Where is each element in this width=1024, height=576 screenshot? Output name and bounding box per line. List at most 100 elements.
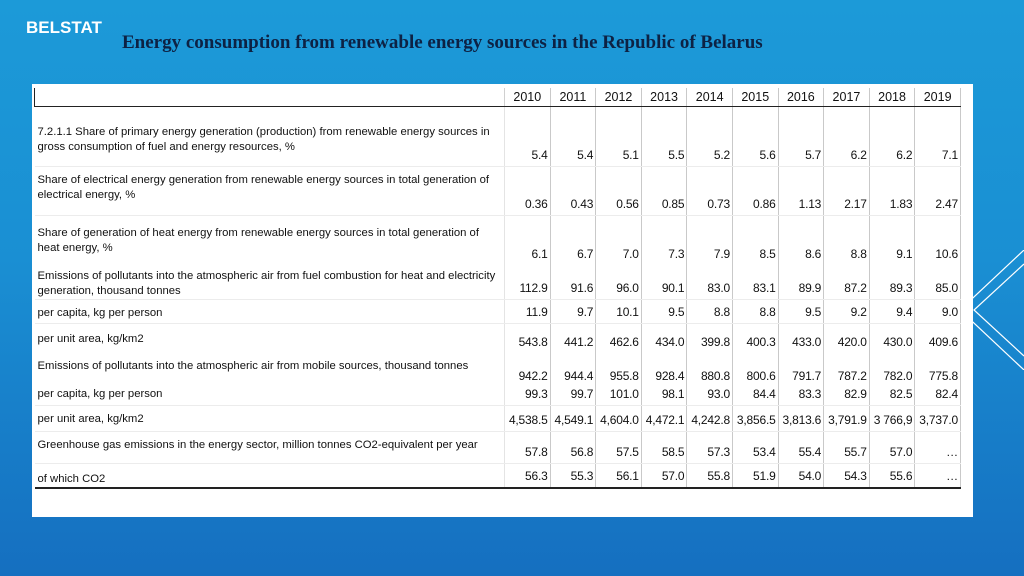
value-cell: 56.1 (595, 463, 642, 489)
value-cell: 57.5 (595, 431, 642, 464)
value-cell: 955.8 (595, 353, 642, 387)
value-cell: 84.4 (732, 387, 779, 406)
table-row: per unit area, kg/km2 543.8 441.2 462.6 434.… (34, 323, 961, 353)
value-cell: 7.3 (641, 215, 688, 265)
year-header: 2015 (732, 88, 779, 107)
value-cell: 82.5 (869, 387, 916, 406)
table-row: Share of electrical energy generation fr… (34, 166, 961, 216)
table-row: per capita, kg per person 11.9 9.7 10.1 9.5 8… (34, 299, 961, 324)
value-cell: 99.7 (550, 387, 597, 406)
value-cell: 4,538.5 (504, 405, 551, 432)
value-cell: 928.4 (641, 353, 688, 387)
indicator-label: per capita, kg per person (34, 387, 505, 406)
value-cell: … (914, 431, 961, 464)
value-cell: 942.2 (504, 353, 551, 387)
table-row: per capita, kg per person 99.3 99.7 101.0 98… (34, 387, 961, 406)
value-cell: 98.1 (641, 387, 688, 406)
table-row: Greenhouse gas emissions in the energy s… (34, 431, 961, 464)
value-cell: 4,242.8 (686, 405, 733, 432)
value-cell: 57.0 (869, 431, 916, 464)
value-cell: 0.36 (504, 166, 551, 216)
value-cell: 8.8 (686, 299, 733, 324)
value-cell: 83.3 (778, 387, 825, 406)
value-cell: 83.0 (686, 264, 733, 300)
renewable-energy-table: 2010 2011 2012 2013 2014 2015 2016 2017 … (34, 88, 961, 489)
value-cell: 1.13 (778, 166, 825, 216)
value-cell: 787.2 (823, 353, 870, 387)
value-cell: 0.56 (595, 166, 642, 216)
value-cell: 6.1 (504, 215, 551, 265)
indicator-label: of which CO2 (34, 463, 505, 489)
value-cell: 2.17 (823, 166, 870, 216)
value-cell: 5.5 (641, 106, 688, 167)
value-cell: 53.4 (732, 431, 779, 464)
value-cell: 3,791.9 (823, 405, 870, 432)
table-row: 7.2.1.1 Share of primary energy generati… (34, 106, 961, 167)
value-cell: 5.6 (732, 106, 779, 167)
value-cell: 93.0 (686, 387, 733, 406)
value-cell: 55.4 (778, 431, 825, 464)
value-cell: 2.47 (914, 166, 961, 216)
value-cell: 10.1 (595, 299, 642, 324)
indicator-label: Greenhouse gas emissions in the energy s… (34, 431, 505, 464)
value-cell: 112.9 (504, 264, 551, 300)
value-cell: 91.6 (550, 264, 597, 300)
value-cell: 8.8 (732, 299, 779, 324)
value-cell: 55.7 (823, 431, 870, 464)
value-cell: 90.1 (641, 264, 688, 300)
value-cell: 87.2 (823, 264, 870, 300)
value-cell: 82.9 (823, 387, 870, 406)
year-header: 2018 (869, 88, 916, 107)
value-cell: … (914, 463, 961, 489)
indicator-label: 7.2.1.1 Share of primary energy generati… (34, 106, 505, 167)
value-cell: 9.4 (869, 299, 916, 324)
year-header: 2013 (641, 88, 688, 107)
value-cell: 3,856.5 (732, 405, 779, 432)
value-cell: 3,737.0 (914, 405, 961, 432)
value-cell: 6.2 (869, 106, 916, 167)
value-cell: 7.1 (914, 106, 961, 167)
value-cell: 56.3 (504, 463, 551, 489)
table-row: Share of generation of heat energy from … (34, 215, 961, 265)
value-cell: 7.0 (595, 215, 642, 265)
value-cell: 54.3 (823, 463, 870, 489)
value-cell: 5.2 (686, 106, 733, 167)
value-cell: 85.0 (914, 264, 961, 300)
header-corner-cell (34, 88, 505, 107)
value-cell: 6.2 (823, 106, 870, 167)
value-cell: 4,472.1 (641, 405, 688, 432)
statistics-table-panel: 2010 2011 2012 2013 2014 2015 2016 2017 … (32, 84, 973, 517)
value-cell: 800.6 (732, 353, 779, 387)
table-row: Emissions of pollutants into the atmosph… (34, 264, 961, 300)
value-cell: 55.3 (550, 463, 597, 489)
value-cell: 1.83 (869, 166, 916, 216)
value-cell: 57.8 (504, 431, 551, 464)
value-cell: 3,813.6 (778, 405, 825, 432)
value-cell: 8.5 (732, 215, 779, 265)
value-cell: 54.0 (778, 463, 825, 489)
indicator-label: per capita, kg per person (34, 299, 505, 324)
value-cell: 5.1 (595, 106, 642, 167)
value-cell: 9.5 (641, 299, 688, 324)
value-cell: 101.0 (595, 387, 642, 406)
value-cell: 5.4 (504, 106, 551, 167)
year-header: 2010 (504, 88, 551, 107)
value-cell: 782.0 (869, 353, 916, 387)
value-cell: 880.8 (686, 353, 733, 387)
value-cell: 3 766,9 (869, 405, 916, 432)
value-cell: 433.0 (778, 323, 825, 353)
value-cell: 57.3 (686, 431, 733, 464)
value-cell: 8.6 (778, 215, 825, 265)
value-cell: 7.9 (686, 215, 733, 265)
page-title: Energy consumption from renewable energy… (122, 32, 763, 53)
value-cell: 430.0 (869, 323, 916, 353)
value-cell: 0.43 (550, 166, 597, 216)
value-cell: 9.5 (778, 299, 825, 324)
value-cell: 4,604.0 (595, 405, 642, 432)
value-cell: 462.6 (595, 323, 642, 353)
indicator-label: Emissions of pollutants into the atmosph… (34, 264, 505, 300)
value-cell: 420.0 (823, 323, 870, 353)
year-header: 2019 (914, 88, 961, 107)
value-cell: 89.3 (869, 264, 916, 300)
indicator-label: per unit area, kg/km2 (34, 323, 505, 353)
